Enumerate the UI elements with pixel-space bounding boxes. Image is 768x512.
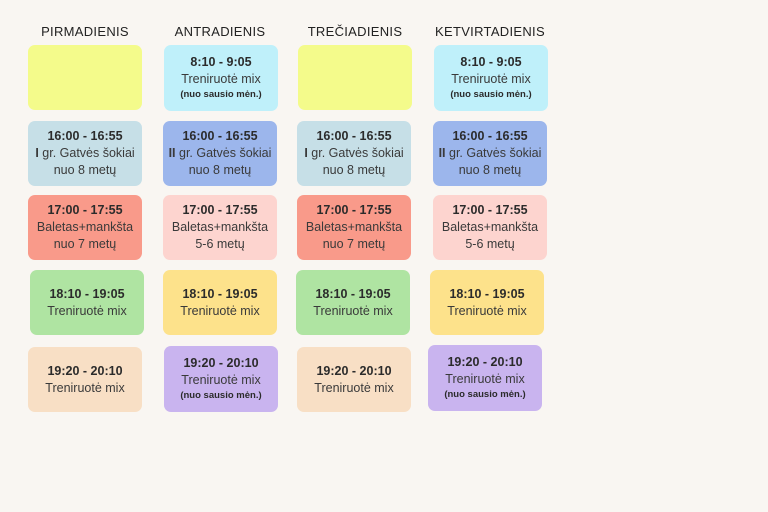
class-time: 16:00 - 16:55	[182, 129, 258, 143]
class-name: Baletas+mankšta	[305, 220, 403, 234]
class-note: (nuo sausio mėn.)	[180, 390, 262, 401]
class-name: Treniruotė mix	[181, 373, 261, 387]
class-name-text: gr. Gatvės šokiai	[175, 146, 272, 160]
class-name-text: gr. Gatvės šokiai	[307, 146, 404, 160]
schedule-card-wed-mix-1810: 18:10 - 19:05 Treniruotė mix	[296, 270, 410, 335]
class-age: nuo 7 metų	[53, 237, 117, 251]
class-name: Baletas+mankšta	[171, 220, 269, 234]
class-time: 8:10 - 9:05	[190, 55, 252, 69]
class-name: I gr. Gatvės šokiai	[304, 145, 403, 162]
class-time: 16:00 - 16:55	[47, 129, 123, 143]
schedule-card-thu-mix-1920: 19:20 - 20:10 Treniruotė mix (nuo sausio…	[428, 345, 542, 411]
group-number: II	[438, 146, 446, 160]
class-time: 18:10 - 19:05	[315, 286, 391, 301]
class-name: II gr. Gatvės šokiai	[439, 145, 542, 162]
class-note: (nuo sausio mėn.)	[444, 389, 526, 400]
class-name: Treniruotė mix	[313, 303, 393, 318]
class-time: 19:20 - 20:10	[47, 363, 123, 378]
schedule-card-mon-mix-1920: 19:20 - 20:10 Treniruotė mix	[28, 347, 142, 412]
class-time: 19:20 - 20:10	[447, 355, 523, 369]
group-number: I	[35, 146, 39, 160]
class-name: Treniruotė mix	[451, 72, 531, 86]
class-name: Treniruotė mix	[45, 380, 125, 395]
class-note: (nuo sausio mėn.)	[180, 89, 262, 100]
schedule-card-wed-street-dance: 16:00 - 16:55 I gr. Gatvės šokiai nuo 8 …	[297, 121, 411, 186]
class-name: I gr. Gatvės šokiai	[35, 145, 134, 162]
schedule-card-mon-mix-1810: 18:10 - 19:05 Treniruotė mix	[30, 270, 144, 335]
class-time: 18:10 - 19:05	[182, 286, 258, 301]
class-name: Treniruotė mix	[181, 72, 261, 86]
day-header-monday: PIRMADIENIS	[41, 24, 129, 39]
class-name: Treniruotė mix	[180, 303, 260, 318]
class-age: nuo 8 metų	[53, 163, 117, 177]
class-time: 17:00 - 17:55	[47, 203, 123, 217]
class-time: 17:00 - 17:55	[182, 203, 258, 217]
class-time: 8:10 - 9:05	[460, 55, 522, 69]
schedule-card-wed-mix-1920: 19:20 - 20:10 Treniruotė mix	[297, 347, 411, 412]
schedule-card-mon-street-dance: 16:00 - 16:55 I gr. Gatvės šokiai nuo 8 …	[28, 121, 142, 186]
class-time: 18:10 - 19:05	[49, 286, 125, 301]
class-name: Treniruotė mix	[447, 303, 527, 318]
schedule-card-mon-ballet: 17:00 - 17:55 Baletas+mankšta nuo 7 metų	[28, 195, 142, 260]
class-name: II gr. Gatvės šokiai	[169, 145, 272, 162]
group-number: I	[304, 146, 308, 160]
schedule-card-thu-mix-0810: 8:10 - 9:05 Treniruotė mix (nuo sausio m…	[434, 45, 548, 111]
class-name: Baletas+mankšta	[36, 220, 134, 234]
group-number: II	[168, 146, 176, 160]
class-age: 5-6 metų	[195, 237, 245, 251]
class-note: (nuo sausio mėn.)	[450, 89, 532, 100]
schedule-card-thu-mix-1810: 18:10 - 19:05 Treniruotė mix	[430, 270, 544, 335]
class-name: Treniruotė mix	[314, 380, 394, 395]
class-time: 19:20 - 20:10	[316, 363, 392, 378]
day-header-thursday: KETVIRTADIENIS	[435, 24, 545, 39]
class-age: nuo 8 metų	[458, 163, 522, 177]
schedule-card-wed-ballet: 17:00 - 17:55 Baletas+mankšta nuo 7 metų	[297, 195, 411, 260]
schedule-card-thu-ballet: 17:00 - 17:55 Baletas+mankšta 5-6 metų	[433, 195, 547, 260]
schedule-card-tue-street-dance: 16:00 - 16:55 II gr. Gatvės šokiai nuo 8…	[163, 121, 277, 186]
class-age: nuo 8 metų	[322, 163, 386, 177]
class-time: 19:20 - 20:10	[183, 356, 259, 370]
class-name: Baletas+mankšta	[441, 220, 539, 234]
schedule-card-tue-mix-1810: 18:10 - 19:05 Treniruotė mix	[163, 270, 277, 335]
schedule-card-tue-mix-0810: 8:10 - 9:05 Treniruotė mix (nuo sausio m…	[164, 45, 278, 111]
class-time: 18:10 - 19:05	[449, 286, 525, 301]
class-time: 17:00 - 17:55	[452, 203, 528, 217]
class-age: 5-6 metų	[465, 237, 515, 251]
class-time: 16:00 - 16:55	[452, 129, 528, 143]
schedule-card-tue-mix-1920: 19:20 - 20:10 Treniruotė mix (nuo sausio…	[164, 346, 278, 412]
class-name: Treniruotė mix	[47, 303, 127, 318]
day-header-wednesday: TREČIADIENIS	[307, 24, 403, 39]
class-name-text: gr. Gatvės šokiai	[445, 146, 542, 160]
class-age: nuo 8 metų	[188, 163, 252, 177]
class-age: nuo 7 metų	[322, 237, 386, 251]
schedule-card-thu-street-dance: 16:00 - 16:55 II gr. Gatvės šokiai nuo 8…	[433, 121, 547, 186]
schedule-card-wed-empty	[298, 45, 412, 110]
class-name: Treniruotė mix	[445, 372, 525, 386]
class-time: 16:00 - 16:55	[316, 129, 392, 143]
schedule-card-tue-ballet: 17:00 - 17:55 Baletas+mankšta 5-6 metų	[163, 195, 277, 260]
class-time: 17:00 - 17:55	[316, 203, 392, 217]
day-header-tuesday: ANTRADIENIS	[174, 24, 266, 39]
schedule-card-mon-empty	[28, 45, 142, 110]
class-name-text: gr. Gatvės šokiai	[38, 146, 135, 160]
